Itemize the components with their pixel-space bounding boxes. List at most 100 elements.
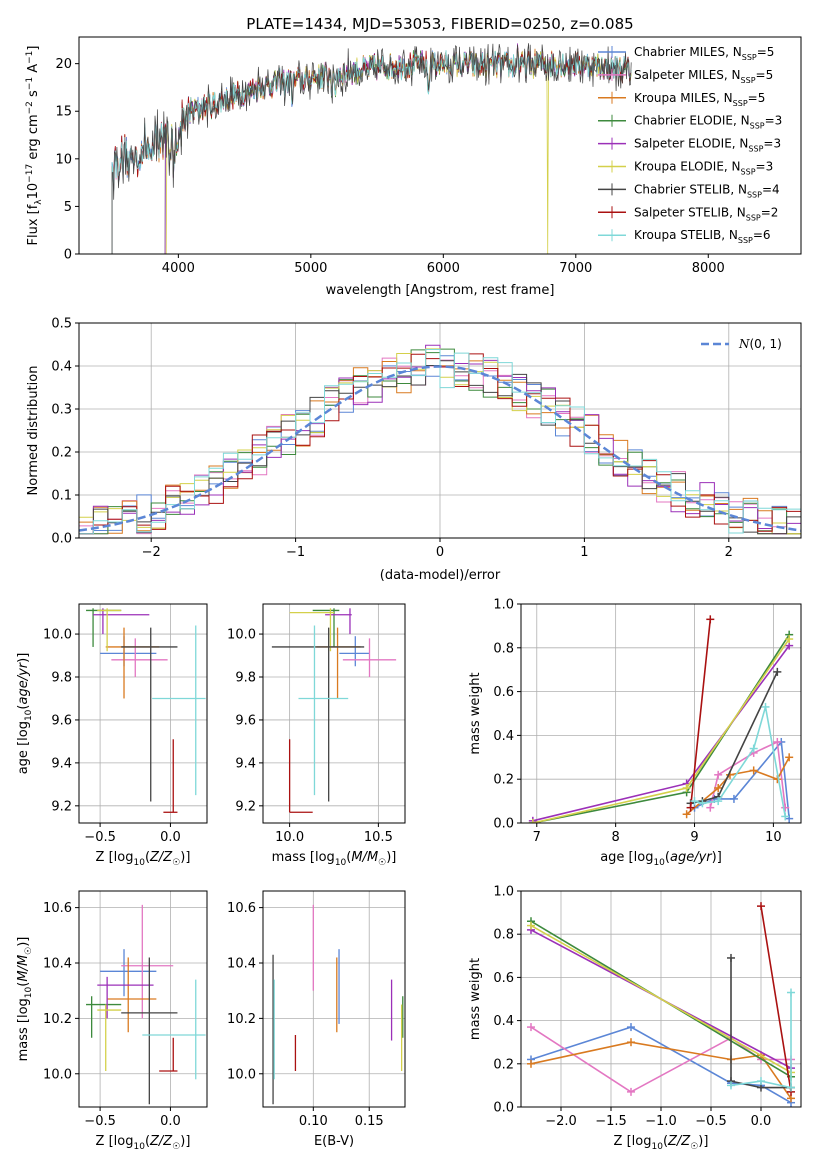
label-part: 10 — [651, 1142, 663, 1152]
label-part: 10 — [24, 986, 34, 998]
weight-series-salpeter-stelib — [686, 615, 715, 812]
y-tick-label: 0.8 — [493, 928, 514, 943]
panel-2: −2 −1 0 1 2 0.0 0.1 0.2 0.3 0.4 0.5 N(0, 1) (data-mo… — [26, 317, 802, 583]
weight-series-kroupa-elodie — [528, 635, 794, 823]
label-part: Z [log — [96, 1134, 134, 1149]
chart-title: PLATE=1434, MJD=53053, FIBERID=0250, z=0… — [246, 15, 633, 33]
label-part: 10 — [133, 858, 145, 868]
label-part: ( — [346, 850, 351, 865]
y-tick-label: 0.6 — [493, 971, 514, 986]
y-tick-label: 10.0 — [227, 1067, 256, 1082]
panel-7: 0.10 0.15 10.0 10.2 10.4 10.6 E(B-V) — [227, 890, 406, 1149]
y-axis-label: age [log10(age/yr)] — [16, 653, 34, 775]
label-part: ( — [665, 850, 670, 865]
errorbar-salpeter-elodie — [97, 976, 154, 1019]
series-line — [686, 756, 790, 815]
label-part: ( — [145, 850, 150, 865]
y-tick-label: 0.8 — [493, 641, 514, 656]
x-axis-label: wavelength [Angstrom, rest frame] — [326, 283, 555, 298]
label-part: ( — [16, 982, 31, 987]
label-part: )] — [16, 653, 31, 663]
y-tick-label: 0.0 — [493, 1101, 514, 1116]
y-tick-label: 10.2 — [43, 1012, 72, 1027]
errorbar-chabrier-stelib — [121, 627, 178, 802]
legend-series-name: Kroupa MILES, N — [634, 91, 733, 105]
plot-area — [111, 43, 632, 254]
x-tick-label: 10 — [765, 830, 782, 845]
y-tick-label: 0 — [64, 248, 72, 263]
y-tick-label: 9.6 — [51, 713, 72, 728]
legend-series-name: Salpeter MILES, N — [634, 68, 741, 82]
y-tick-label: 10.4 — [227, 957, 256, 972]
legend: N(0, 1) — [701, 337, 782, 351]
x-tick-label: 7000 — [559, 261, 592, 276]
label-part: erg cm — [26, 114, 41, 163]
errorbar-kroupa-miles — [316, 627, 361, 699]
y-tick-label: 10.0 — [43, 1067, 72, 1082]
x-tick-label: −1.0 — [645, 1114, 677, 1129]
label-part: A — [26, 64, 41, 77]
x-tick-label: −0.5 — [84, 830, 116, 845]
errorbar-salpeter-elodie — [93, 608, 150, 635]
y-tick-label: 0.4 — [51, 360, 72, 375]
label-part: s — [26, 90, 41, 101]
label-part: ☉ — [690, 1142, 698, 1152]
label-part: ( — [145, 1134, 150, 1149]
spectrum-chabrier-miles — [111, 47, 630, 254]
legend-entry: Chabrier STELIB, NSSP=4 — [634, 182, 780, 199]
legend-entry: Salpeter STELIB, NSSP=2 — [634, 205, 778, 222]
y-tick-label: 0.2 — [51, 446, 72, 461]
x-tick-label: 7 — [533, 830, 541, 845]
y-axis-label: mass weight — [468, 672, 483, 754]
legend-nssp: =4 — [762, 182, 780, 196]
series-line — [530, 924, 792, 1074]
label-part: Z/Z — [149, 850, 173, 865]
errorbar-salpeter-miles — [121, 904, 174, 1019]
spectrum-kroupa-elodie — [165, 49, 632, 254]
legend-subscript: SSP — [750, 122, 765, 131]
x-tick-label: 0.0 — [751, 1114, 772, 1129]
plot-area — [79, 344, 801, 535]
axes-frame — [262, 890, 406, 1108]
legend-subscript: SSP — [741, 168, 756, 177]
label-part: )] — [386, 850, 396, 865]
legend-entry: Kroupa STELIB, NSSP=6 — [634, 228, 771, 245]
plot-area — [272, 904, 404, 1105]
y-tick-label: 1.0 — [493, 598, 514, 613]
plot-area — [528, 615, 794, 823]
errorbar-salpeter-miles — [342, 638, 397, 677]
label-part: λ — [34, 199, 44, 205]
panel-3: −0.5 0.09.29.49.69.810.0Z [log10(Z/Z☉)]ag… — [16, 603, 208, 868]
legend-label: (0, 1) — [750, 337, 782, 351]
label-part: Z [log — [96, 850, 134, 865]
legend-entry: Kroupa ELODIE, NSSP=3 — [634, 160, 773, 177]
label-part: 10 — [335, 858, 347, 868]
series-line — [730, 958, 791, 1089]
y-tick-label: 10.0 — [227, 628, 256, 643]
x-tick-label: 10.5 — [364, 830, 393, 845]
x-tick-label: 1 — [580, 545, 588, 560]
errorbar-kroupa-elodie — [97, 608, 122, 652]
legend-nssp: =6 — [753, 228, 771, 242]
label-part: Z [log — [614, 1134, 652, 1149]
x-tick-label: −0.5 — [84, 1114, 116, 1129]
label-part: mass [log — [16, 998, 31, 1061]
label-part: )] — [698, 1134, 708, 1149]
y-tick-label: 0.5 — [51, 317, 72, 332]
gaussian-reference-curve — [79, 365, 801, 532]
legend-nssp: =5 — [757, 45, 775, 59]
legend-subscript: SSP — [738, 236, 753, 245]
axes-frame — [262, 603, 406, 824]
axes-frame — [78, 36, 802, 255]
x-tick-label: 8 — [612, 830, 620, 845]
legend-entry: Salpeter ELODIE, NSSP=3 — [634, 137, 781, 154]
series-line — [689, 619, 712, 808]
y-tick-label: 9.8 — [235, 671, 256, 686]
x-tick-label: 8000 — [692, 261, 725, 276]
x-tick-label: −1.5 — [595, 1114, 627, 1129]
y-axis-label: Normed distribution — [26, 366, 41, 496]
legend-subscript: SSP — [733, 99, 748, 108]
y-tick-label: 0.6 — [493, 685, 514, 700]
